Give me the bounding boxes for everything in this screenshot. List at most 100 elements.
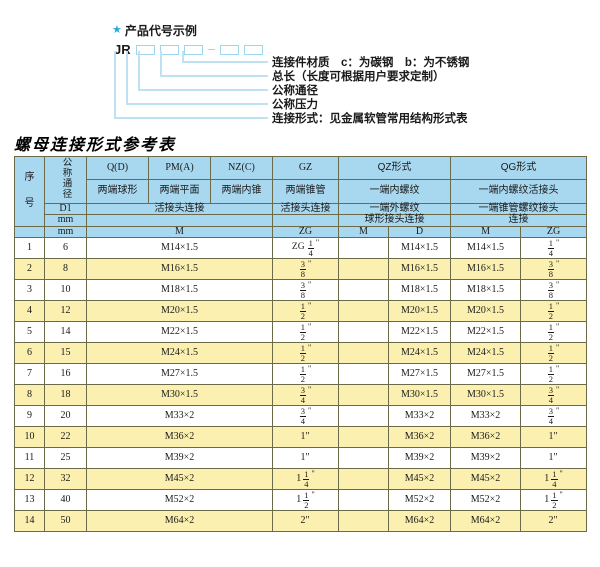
cell-nominal-bore: 40	[44, 489, 87, 511]
header-desc2-qz: 一端外螺纹	[337, 202, 452, 215]
header-mm: mm	[44, 214, 87, 227]
cell-thread-m: M45×2	[86, 468, 273, 490]
cell-nominal-bore: 22	[44, 426, 87, 448]
header-unit-m-qg: M	[450, 225, 522, 238]
cell-thread-m: M52×2	[86, 489, 273, 511]
header-nominal-bore: 公称通径	[44, 156, 87, 204]
product-code-prefix: JR	[114, 42, 131, 57]
cell-gz-zg: 1 2 "	[272, 342, 339, 364]
product-code-heading-label: 产品代号示例	[124, 24, 197, 38]
table-row: 12 32 M45×2 1 1 4 " M45×2 M45×2 1 1 4 "	[14, 468, 588, 490]
cell-thread-m: M33×2	[86, 405, 273, 427]
cell-gz-zg: ZG 1 4 "	[272, 237, 339, 259]
cell-nominal-bore: 20	[44, 405, 87, 427]
header-unit-d-qz: D	[387, 225, 452, 238]
cell-qz-d: M36×2	[387, 426, 452, 448]
header-desc2-gz: 活接头连接	[272, 202, 339, 215]
header-group-qg: QG形式	[450, 155, 588, 181]
product-code-string: JR	[114, 42, 268, 57]
leader-line-4-vertical	[160, 51, 162, 76]
table-row: 4 12 M20×1.5 1 2 " M20×1.5 M20×1.5 1 2 "	[14, 300, 588, 322]
leader-line-3-vertical	[138, 51, 140, 90]
legend-item-nominal-bore: 公称通径	[272, 85, 318, 97]
cell-nominal-bore: 16	[44, 363, 87, 385]
header-desc3-qg: 连接	[450, 214, 588, 227]
cell-qg-zg: 1 2 "	[520, 342, 588, 364]
header-desc3-gz	[272, 214, 339, 227]
cell-qg-m: M24×1.5	[450, 342, 522, 364]
cell-qg-m: M36×2	[450, 426, 522, 448]
cell-seq: 1	[14, 237, 45, 259]
header-desc3-qz: 球形接头连接	[337, 214, 452, 227]
header-d1: D1	[44, 202, 87, 215]
header-desc-qg: 一端内螺纹活接头	[450, 179, 588, 204]
header-unit-zg-gz: ZG	[272, 225, 339, 238]
product-code-diagram: ★ 产品代号示例 JR 连接件材质 c：为碳钢 b：为不锈钢 总长（长度可根据用…	[0, 0, 600, 128]
cell-qz-d: M27×1.5	[387, 363, 452, 385]
code-box-4	[219, 44, 239, 55]
cell-seq: 5	[14, 321, 45, 343]
header-unit-zg-qg: ZG	[520, 225, 588, 238]
code-box-3	[183, 44, 203, 55]
cell-seq: 10	[14, 426, 45, 448]
cell-qz-m	[338, 510, 389, 532]
cell-qz-m	[338, 405, 389, 427]
cell-gz-zg: 2"	[272, 510, 339, 532]
header-desc-q: 两端球形	[86, 179, 149, 204]
table-row: 7 16 M27×1.5 1 2 " M27×1.5 M27×1.5 1 2 "	[14, 363, 588, 385]
cell-seq: 3	[14, 279, 45, 301]
cell-thread-m: M30×1.5	[86, 384, 273, 406]
cell-nominal-bore: 10	[44, 279, 87, 301]
cell-qz-d: M18×1.5	[387, 279, 452, 301]
page-title: 螺母连接形式参考表	[14, 135, 177, 154]
header-seq: 序号	[14, 156, 45, 227]
cell-qz-d: M52×2	[387, 489, 452, 511]
cell-qz-d: M39×2	[387, 447, 452, 469]
cell-qg-m: M27×1.5	[450, 363, 522, 385]
cell-thread-m: M16×1.5	[86, 258, 273, 280]
cell-qz-m	[338, 321, 389, 343]
cell-qz-d: M14×1.5	[387, 237, 452, 259]
cell-seq: 6	[14, 342, 45, 364]
header-desc2-qg: 一端锥管螺纹接头	[450, 202, 588, 215]
leader-line-5-vertical	[182, 51, 184, 62]
cell-qz-m	[338, 342, 389, 364]
header-desc-nz: 两端内锥	[210, 179, 273, 204]
cell-gz-zg: 1 2 "	[272, 300, 339, 322]
cell-qz-d: M20×1.5	[387, 300, 452, 322]
cell-seq: 14	[14, 510, 45, 532]
header-group-q: Q(D)	[86, 155, 149, 181]
cell-thread-m: M24×1.5	[86, 342, 273, 364]
cell-qz-d: M64×2	[387, 510, 452, 532]
cell-nominal-bore: 18	[44, 384, 87, 406]
cell-qz-d: M45×2	[387, 468, 452, 490]
cell-thread-m: M36×2	[86, 426, 273, 448]
table-row: 8 18 M30×1.5 3 4 " M30×1.5 M30×1.5 3 4 "	[14, 384, 588, 406]
cell-nominal-bore: 6	[44, 237, 87, 259]
cell-gz-zg: 1 1 2 "	[272, 489, 339, 511]
cell-nominal-bore: 8	[44, 258, 87, 280]
cell-gz-zg: 1 2 "	[272, 321, 339, 343]
cell-thread-m: M22×1.5	[86, 321, 273, 343]
cell-qg-m: M20×1.5	[450, 300, 522, 322]
header-group-qz: QZ形式	[337, 155, 452, 181]
cell-gz-zg: 1"	[272, 447, 339, 469]
legend-item-material: 连接件材质 c：为碳钢 b：为不锈钢	[272, 57, 470, 69]
cell-qg-zg: 1 2 "	[520, 363, 588, 385]
cell-seq: 8	[14, 384, 45, 406]
cell-qg-m: M39×2	[450, 447, 522, 469]
header-desc3-left	[86, 214, 273, 227]
cell-qz-d: M33×2	[387, 405, 452, 427]
cell-nominal-bore: 25	[44, 447, 87, 469]
cell-qg-zg: 3 8 "	[520, 279, 588, 301]
cell-nominal-bore: 14	[44, 321, 87, 343]
cell-qz-m	[338, 447, 389, 469]
table-row: 9 20 M33×2 3 4 " M33×2 M33×2 3 4 "	[14, 405, 588, 427]
cell-qg-zg: 1"	[520, 447, 588, 469]
leader-line-4-horizontal	[160, 75, 268, 77]
cell-qg-m: M18×1.5	[450, 279, 522, 301]
cell-qz-d: M30×1.5	[387, 384, 452, 406]
cell-qz-m	[338, 426, 389, 448]
header-desc-pm: 两端平面	[148, 179, 211, 204]
cell-seq: 13	[14, 489, 45, 511]
